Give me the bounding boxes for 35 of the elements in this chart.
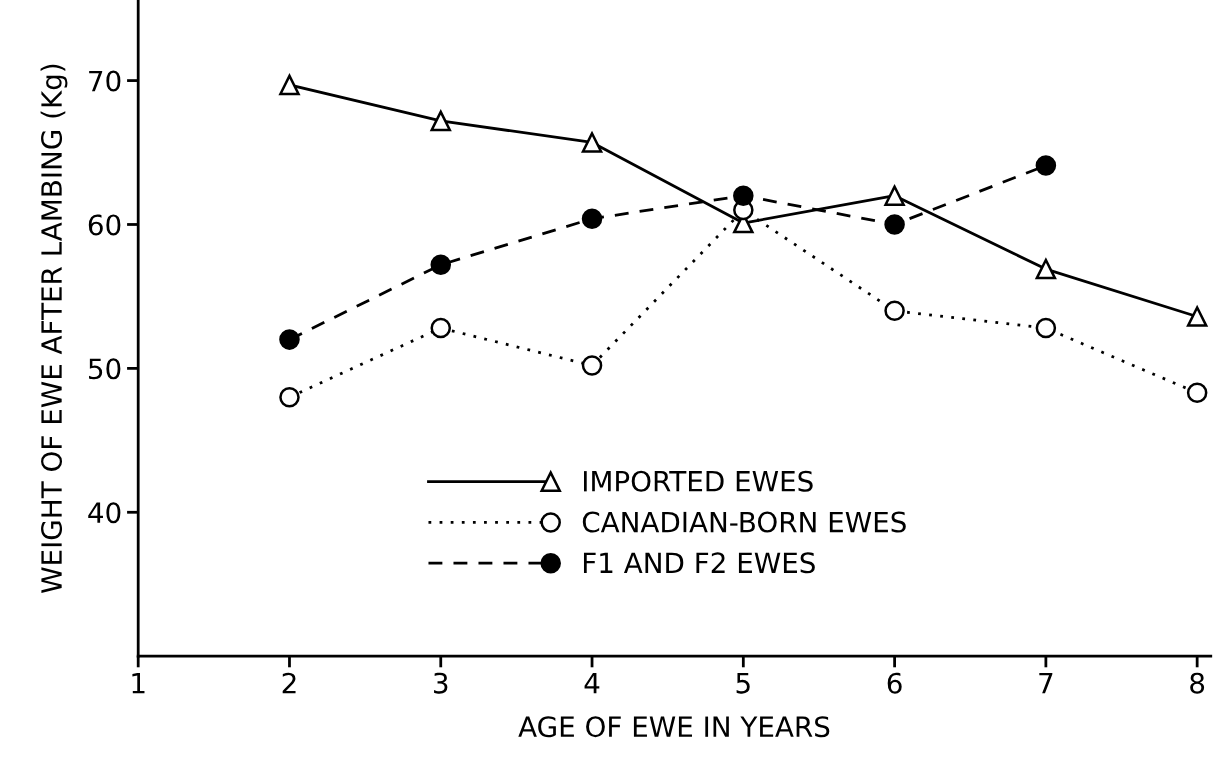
y-tick-label: 60 — [88, 214, 121, 236]
point — [1186, 306, 1208, 327]
point — [1035, 258, 1057, 280]
point — [430, 317, 452, 339]
x-tick-label: 5 — [736, 673, 750, 694]
point — [1035, 317, 1057, 339]
point — [430, 254, 452, 276]
point — [581, 208, 603, 229]
point — [279, 386, 300, 408]
y-axis-title: WEIGHT OF EWE AFTER LAMBING (Kg) — [40, 64, 68, 593]
legend-label: CANADIAN-BORN EWES — [582, 511, 906, 533]
y-tick-label: 50 — [89, 358, 121, 380]
point — [884, 300, 905, 322]
x-tick-label: 2 — [282, 672, 296, 694]
x-tick-label: 7 — [1039, 673, 1053, 694]
point — [581, 355, 603, 376]
point — [1186, 382, 1208, 404]
x-axis-title: AGE OF EWE IN YEARS — [518, 716, 830, 738]
x-tick-label: 1 — [132, 673, 145, 694]
x-tick-label: 6 — [887, 672, 902, 694]
point — [279, 329, 300, 350]
x-tick-label: 8 — [1190, 672, 1205, 694]
point — [884, 214, 905, 235]
legend-label: IMPORTED EWES — [583, 470, 813, 492]
point — [581, 132, 603, 153]
point — [279, 74, 300, 96]
x-tick-label: 4 — [584, 673, 600, 694]
x-tick-label: 3 — [434, 672, 448, 694]
point — [1035, 155, 1057, 176]
point — [430, 110, 452, 132]
point — [733, 185, 754, 206]
point — [884, 185, 905, 206]
legend-label: F1 AND F2 EWES — [583, 552, 815, 574]
y-tick-label: 40 — [88, 502, 121, 524]
y-tick-label: 70 — [89, 70, 121, 92]
